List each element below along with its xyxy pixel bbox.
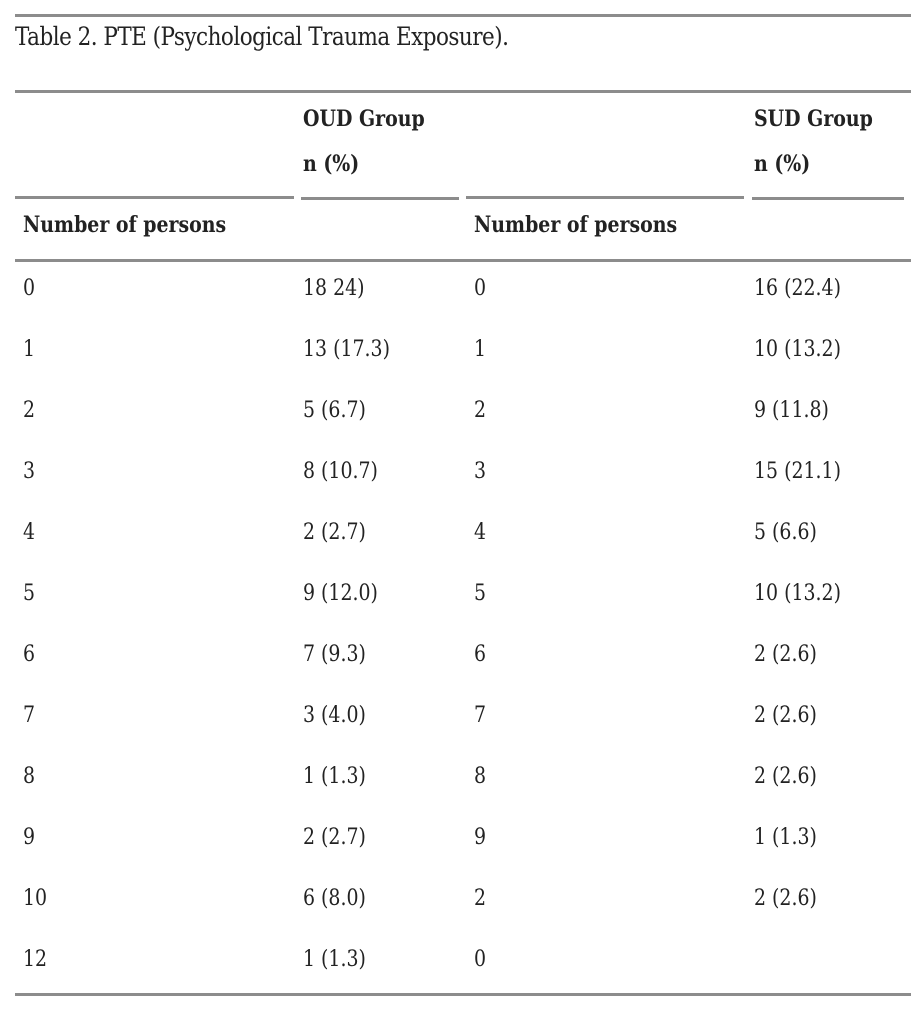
oud-value-cell: 13 (17.3) [303,337,390,362]
sud-value-cell: 10 (13.2) [754,337,841,362]
sud-value-cell: 2 (2.6) [754,703,817,728]
oud-value-cell: 3 (4.0) [303,703,366,728]
oud-value-cell: 6 (8.0) [303,886,366,911]
sud-group-header: SUD Group [754,106,873,132]
oud-value-cell: 2 (2.7) [303,520,366,545]
persons-right-cell: 2 [474,398,487,423]
subheader-rule-1 [15,196,294,199]
subheader-rule-3 [466,196,744,199]
header-bottom-rule [15,259,911,262]
persons-right-cell: 9 [474,825,487,850]
sud-value-cell: 2 (2.6) [754,764,817,789]
oud-value-cell: 7 (9.3) [303,642,366,667]
persons-right-cell: 0 [474,276,487,301]
persons-right-cell: 2 [474,886,487,911]
persons-right-cell: 8 [474,764,487,789]
oud-group-header: OUD Group [303,106,425,132]
header-top-rule [15,90,911,93]
sud-value-cell: 16 (22.4) [754,276,841,301]
oud-value-cell: 9 (12.0) [303,581,378,606]
oud-unit-header: n (%) [303,151,360,177]
sud-value-cell: 10 (13.2) [754,581,841,606]
persons-left-cell: 1 [23,337,36,362]
sud-unit-header: n (%) [754,151,811,177]
persons-right-cell: 3 [474,459,487,484]
table-caption: Table 2. PTE (Psychological Trauma Expos… [15,22,509,51]
persons-left-cell: 5 [23,581,36,606]
oud-value-cell: 18 24) [303,276,365,301]
left-row-label-header: Number of persons [23,212,227,238]
oud-value-cell: 1 (1.3) [303,764,366,789]
persons-left-cell: 3 [23,459,36,484]
sud-value-cell: 2 (2.6) [754,886,817,911]
persons-left-cell: 2 [23,398,36,423]
right-row-label-header: Number of persons [474,212,678,238]
persons-left-cell: 9 [23,825,36,850]
persons-left-cell: 0 [23,276,36,301]
persons-right-cell: 0 [474,947,487,972]
sud-value-cell: 5 (6.6) [754,520,817,545]
persons-left-cell: 7 [23,703,36,728]
persons-left-cell: 8 [23,764,36,789]
bottom-rule [15,993,911,996]
sud-value-cell: 9 (11.8) [754,398,829,423]
oud-value-cell: 8 (10.7) [303,459,378,484]
sud-value-cell: 2 (2.6) [754,642,817,667]
sud-value-cell: 1 (1.3) [754,825,817,850]
sud-value-cell: 15 (21.1) [754,459,841,484]
oud-value-cell: 1 (1.3) [303,947,366,972]
top-rule [15,14,911,17]
persons-right-cell: 6 [474,642,487,667]
persons-left-cell: 4 [23,520,36,545]
oud-value-cell: 5 (6.7) [303,398,366,423]
persons-right-cell: 5 [474,581,487,606]
subheader-rule-4 [752,197,904,200]
oud-value-cell: 2 (2.7) [303,825,366,850]
persons-left-cell: 12 [23,947,48,972]
persons-right-cell: 1 [474,337,487,362]
persons-left-cell: 10 [23,886,48,911]
persons-right-cell: 7 [474,703,487,728]
persons-left-cell: 6 [23,642,36,667]
subheader-rule-2 [301,197,459,200]
persons-right-cell: 4 [474,520,487,545]
